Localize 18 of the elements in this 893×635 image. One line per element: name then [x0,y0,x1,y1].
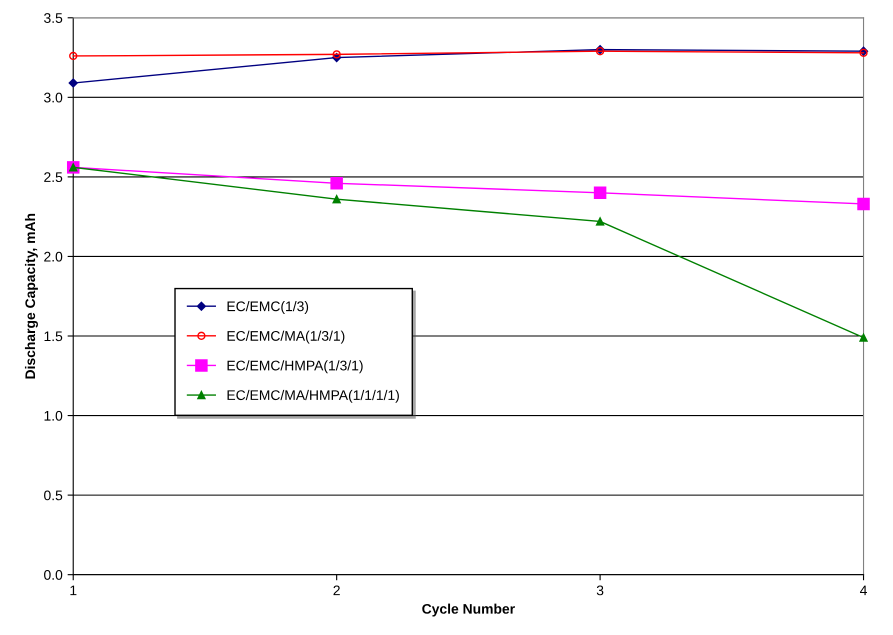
x-axis-title: Cycle Number [422,604,515,617]
legend-label: EC/EMC/MA/HMPA(1/1/1/1) [228,390,399,403]
y-tick-label: 2.5 [44,172,62,182]
x-tick-label: 3 [596,585,604,596]
legend-label: EC/EMC/MA(1/3/1) [228,330,344,344]
y-tick-label: 0.5 [44,490,62,500]
legend-label: EC/EMC(1/3) [228,301,308,314]
x-tick-label: 1 [70,586,76,596]
y-tick-label: 3.5 [44,13,62,23]
y-tick-label: 3.0 [44,92,62,103]
y-tick-label: 0.0 [44,570,62,580]
legend-label: EC/EMC/HMPA(1/3/1) [228,360,363,374]
y-tick-label: 1.5 [44,331,62,342]
y-tick-label: 2.0 [44,252,62,262]
y-axis-title: Discharge Capacity, mAh [24,214,38,379]
y-tick-label: 1.0 [44,410,62,421]
x-tick-label: 2 [334,585,340,596]
x-tick-label: 4 [860,586,867,596]
